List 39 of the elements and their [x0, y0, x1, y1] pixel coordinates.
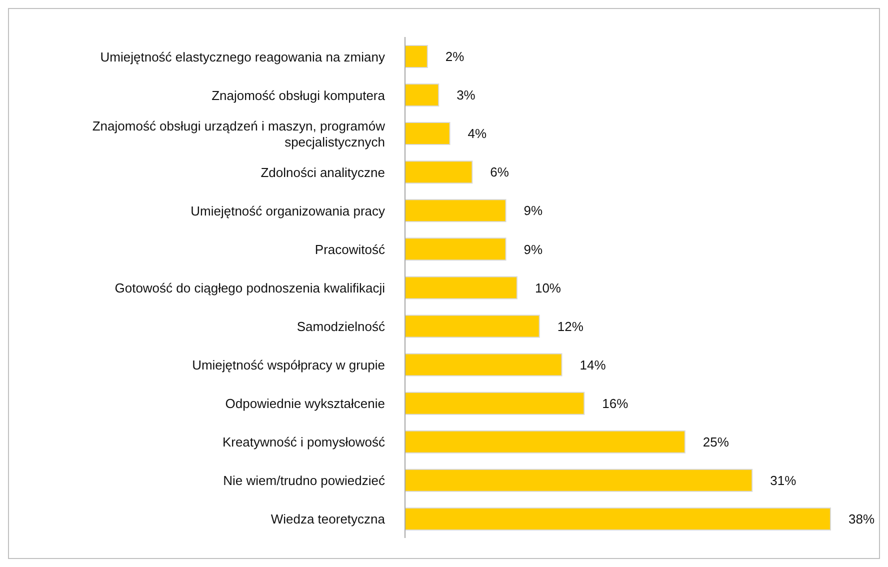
- y-tick-label: Pracowitość: [314, 241, 386, 256]
- data-label: 2%: [445, 49, 465, 64]
- bar: [405, 160, 473, 184]
- y-tick-label: Gotowość do ciągłego podnoszenia kwalifikacji: [114, 280, 386, 295]
- data-label: 10%: [534, 280, 562, 296]
- data-label: 38%: [848, 512, 875, 527]
- y-tick-label: Nie wiem/trudno powiedzieć: [223, 472, 386, 488]
- data-label: 9%: [524, 242, 544, 257]
- y-tick-label: Wiedza teoretyczna: [270, 511, 386, 526]
- bar: [405, 507, 831, 530]
- data-label: 9%: [524, 203, 544, 218]
- data-label: 6%: [490, 164, 510, 180]
- y-tick-label: Samodzielność: [296, 318, 386, 334]
- data-label: 25%: [702, 434, 730, 450]
- bar: [405, 122, 450, 146]
- data-label: 31%: [770, 473, 797, 488]
- bar: [405, 392, 585, 415]
- y-tick-label: Zdolności analityczne: [260, 164, 385, 180]
- y-tick-label: Umiejętność współpracy w grupie: [192, 357, 385, 372]
- bar: [405, 468, 753, 492]
- bar: [405, 44, 428, 68]
- bar: [405, 430, 686, 454]
- y-tick-label: Umiejętność organizowania pracy: [190, 202, 386, 218]
- bar: [405, 276, 518, 300]
- y-tick-label: Znajomość obsługi komputera: [212, 87, 386, 102]
- data-label: 3%: [456, 88, 476, 103]
- y-tick-label: Kreatywność i pomysłowość: [222, 434, 386, 450]
- data-label: 12%: [557, 318, 584, 334]
- y-tick-label: Odpowiednie wykształcenie: [225, 396, 385, 411]
- bar: [405, 353, 562, 376]
- data-label: 4%: [468, 126, 488, 142]
- bar: [405, 314, 540, 338]
- data-label: 14%: [580, 357, 606, 372]
- y-tick-label: Znajomość obsługi urządzeń i maszyn, programów specjalistycznych: [92, 118, 386, 149]
- bar: [405, 199, 506, 222]
- bar: [405, 84, 440, 107]
- bar: [405, 238, 506, 261]
- data-label: 16%: [602, 396, 629, 411]
- y-tick-label: Umiejętność elastycznego reagowania na zmiany: [100, 48, 386, 64]
